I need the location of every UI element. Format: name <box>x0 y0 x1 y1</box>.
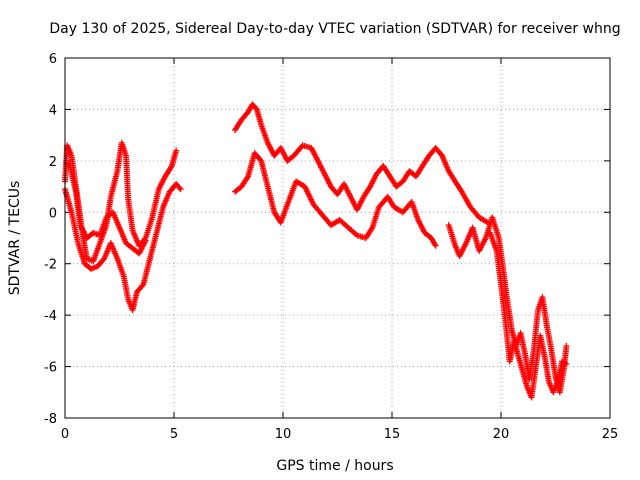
data-point <box>142 237 149 244</box>
grid-lines <box>65 58 610 418</box>
y-tick-label: 2 <box>49 155 57 170</box>
y-tick-label: 6 <box>49 52 57 67</box>
data-point <box>563 361 570 367</box>
data-point <box>173 147 180 154</box>
y-tick-label: 4 <box>49 103 57 118</box>
data-point <box>257 156 264 163</box>
data-point <box>432 242 439 249</box>
data-point <box>139 282 146 289</box>
x-tick-label: 15 <box>384 427 401 442</box>
y-tick-label: -6 <box>44 361 57 376</box>
y-axis-label: SDTVAR / TECUs <box>7 181 23 296</box>
x-tick-label: 10 <box>275 427 292 442</box>
x-tick-label: 5 <box>170 427 178 442</box>
data-points <box>62 101 570 401</box>
y-tick-label: 0 <box>49 206 57 221</box>
data-point <box>176 184 183 191</box>
x-tick-label: 0 <box>61 427 69 442</box>
x-tick-label: 25 <box>602 427 619 442</box>
chart-title: Day 130 of 2025, Sidereal Day-to-day VTE… <box>49 21 620 37</box>
x-tick-label: 20 <box>493 427 510 442</box>
y-tick-label: -2 <box>44 258 57 273</box>
data-point <box>177 186 184 193</box>
data-point <box>563 343 570 349</box>
y-tick-label: -4 <box>44 309 57 324</box>
y-tick-label: -8 <box>44 412 57 427</box>
x-axis-label: GPS time / hours <box>276 458 393 474</box>
plot-frame <box>64 57 611 419</box>
